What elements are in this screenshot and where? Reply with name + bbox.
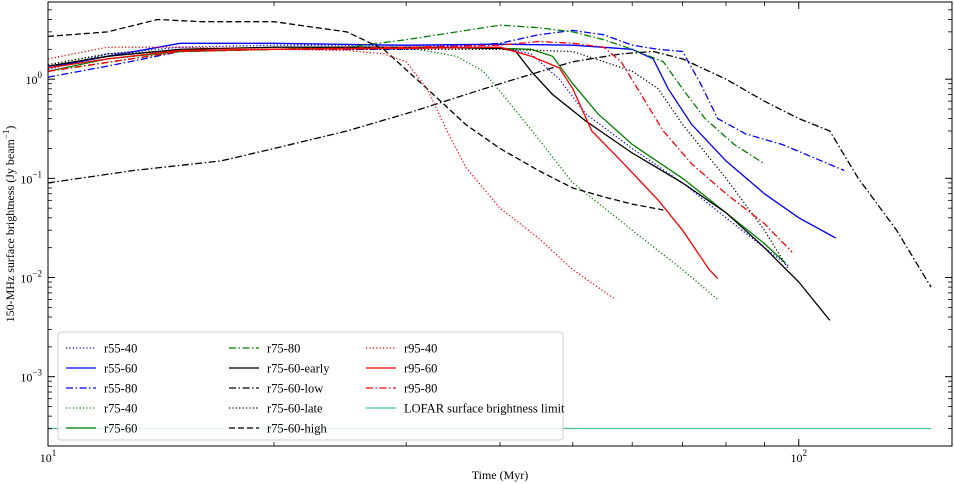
legend-label-r55-60: r55-60 xyxy=(104,362,137,376)
y-tick-label-exp: 0 xyxy=(38,70,43,80)
x-tick-label: 101 xyxy=(40,448,57,465)
series-line-r55-40 xyxy=(48,44,790,267)
legend-label-r55-80: r55-80 xyxy=(104,382,137,396)
y-tick-label: 100 xyxy=(26,70,43,87)
legend-box xyxy=(57,331,564,441)
legend-label-r75-60-late: r75-60-late xyxy=(267,402,323,416)
legend: r55-40 r55-60 r55-80 r75-40 r75-60 r75-80 r75-… xyxy=(57,331,565,441)
legend-label-r75-60-early: r75-60-early xyxy=(267,362,330,376)
y-tick-label: 10−3 xyxy=(20,368,42,385)
y-tick-label-base: 10 xyxy=(20,371,32,385)
legend-label-r75-60-high: r75-60-high xyxy=(267,422,327,436)
legend-label-lofar-surface-brightness-limit: LOFAR surface brightness limit xyxy=(404,402,565,416)
x-tick-label-exp: 2 xyxy=(803,448,808,458)
y-tick-label-exp: −2 xyxy=(32,269,42,279)
y-tick-label-base: 10 xyxy=(20,272,32,286)
legend-label-r75-60: r75-60 xyxy=(104,422,137,436)
series-line-r95-40 xyxy=(48,46,616,301)
legend-label-r95-60: r95-60 xyxy=(404,362,437,376)
legend-label-r75-60-low: r75-60-low xyxy=(267,382,323,396)
series-line-r55-60 xyxy=(48,42,837,239)
x-tick-label-base: 10 xyxy=(791,451,803,465)
x-axis-label: Time (Myr) xyxy=(472,468,529,482)
series-line-r75-60-low xyxy=(48,50,932,288)
series-line-r95-80 xyxy=(48,40,793,253)
y-axis-label-sup: −1 xyxy=(1,130,11,140)
x-tick-label-exp: 1 xyxy=(52,448,57,458)
y-axis-label-close: ) xyxy=(3,126,17,130)
x-tick-label: 102 xyxy=(791,448,808,465)
legend-label-r55-40: r55-40 xyxy=(104,342,137,356)
series-line-r75-80 xyxy=(48,24,765,165)
x-tick-label-base: 10 xyxy=(40,451,52,465)
y-tick-label: 10−1 xyxy=(20,169,42,186)
y-axis-label: 150-MHz surface brightness (Jy beam−1) xyxy=(1,126,17,323)
y-axis-label-main: 150-MHz surface brightness (Jy beam xyxy=(3,138,17,322)
y-tick-label-exp: −1 xyxy=(32,169,42,179)
legend-label-r95-80: r95-80 xyxy=(404,382,437,396)
y-tick-label: 10−2 xyxy=(20,269,42,286)
series-line-r75-40 xyxy=(48,46,719,300)
series-line-r95-60 xyxy=(48,46,719,279)
series-line-r75-60 xyxy=(48,46,786,264)
y-tick-label-exp: −3 xyxy=(32,368,42,378)
series-line-r75-60-early xyxy=(48,46,831,321)
y-tick-label-base: 10 xyxy=(26,73,38,87)
legend-label-r75-80: r75-80 xyxy=(267,342,300,356)
y-tick-label-base: 10 xyxy=(20,172,32,186)
legend-label-r95-40: r95-40 xyxy=(404,342,437,356)
legend-label-r75-40: r75-40 xyxy=(104,402,137,416)
